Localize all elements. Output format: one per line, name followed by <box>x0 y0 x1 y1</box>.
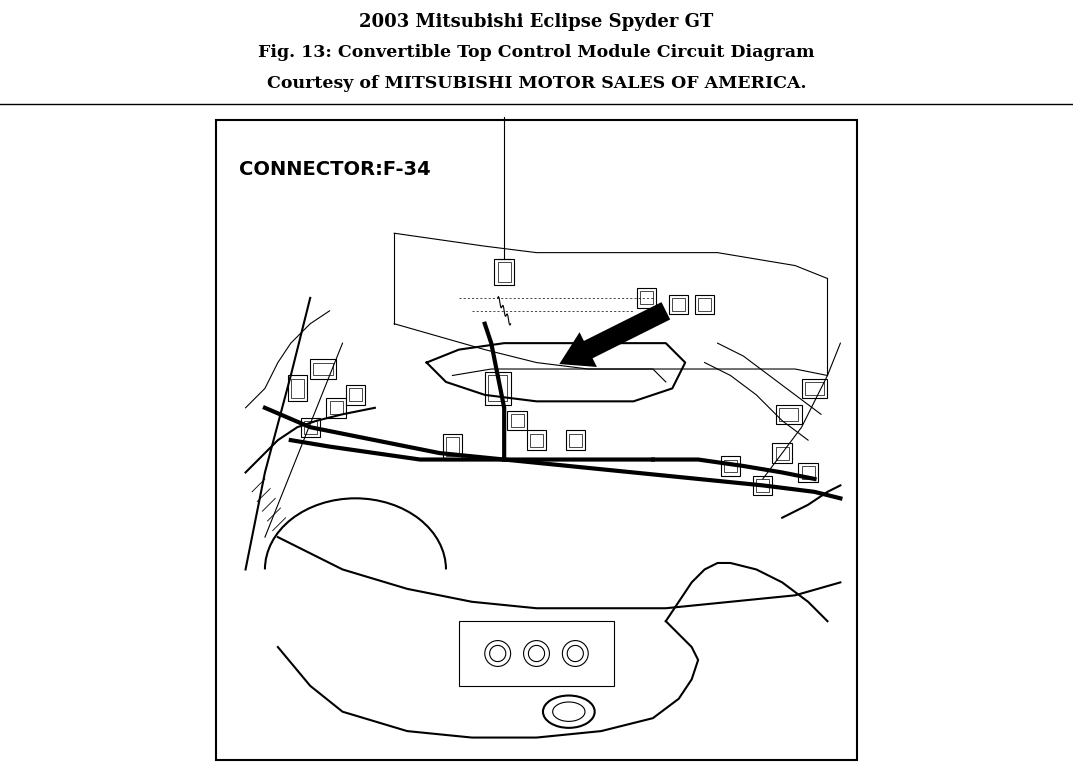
Bar <box>349 389 362 401</box>
Bar <box>569 434 582 446</box>
Bar <box>346 385 365 404</box>
Bar <box>773 443 792 463</box>
Bar <box>756 479 769 492</box>
Bar <box>300 418 320 437</box>
Bar <box>530 434 543 446</box>
Text: Courtesy of MITSUBISHI MOTOR SALES OF AMERICA.: Courtesy of MITSUBISHI MOTOR SALES OF AM… <box>267 75 806 92</box>
Bar <box>443 434 462 460</box>
Text: CONNECTOR:F-34: CONNECTOR:F-34 <box>239 160 430 179</box>
Bar <box>313 362 333 375</box>
Bar <box>640 291 652 305</box>
Bar <box>291 379 304 398</box>
Bar <box>695 294 715 314</box>
Bar <box>721 456 740 476</box>
Bar <box>495 259 514 285</box>
Bar <box>485 372 511 404</box>
Bar <box>459 621 614 686</box>
Bar <box>802 466 814 479</box>
Bar <box>670 294 689 314</box>
Bar <box>527 431 546 449</box>
Bar <box>446 437 459 456</box>
Bar <box>802 379 827 398</box>
Bar <box>798 463 818 482</box>
FancyBboxPatch shape <box>217 120 856 760</box>
Bar <box>508 411 527 431</box>
Bar <box>326 398 346 418</box>
Text: 2003 Mitsubishi Eclipse Spyder GT: 2003 Mitsubishi Eclipse Spyder GT <box>359 13 714 31</box>
Bar <box>329 401 342 414</box>
Bar <box>776 404 802 424</box>
Text: Fig. 13: Convertible Top Control Module Circuit Diagram: Fig. 13: Convertible Top Control Module … <box>259 44 814 62</box>
Bar <box>636 288 656 308</box>
Bar <box>724 460 737 472</box>
Bar <box>310 359 336 379</box>
Bar <box>699 298 711 311</box>
Bar <box>805 382 824 395</box>
Bar <box>488 375 508 401</box>
Bar <box>288 375 307 401</box>
Bar <box>565 431 585 449</box>
Bar <box>304 421 317 434</box>
Bar <box>779 408 798 421</box>
Bar <box>776 446 789 460</box>
FancyArrow shape <box>559 302 671 367</box>
Bar <box>753 476 773 495</box>
Bar <box>511 414 524 427</box>
Bar <box>673 298 686 311</box>
Bar <box>498 263 511 282</box>
